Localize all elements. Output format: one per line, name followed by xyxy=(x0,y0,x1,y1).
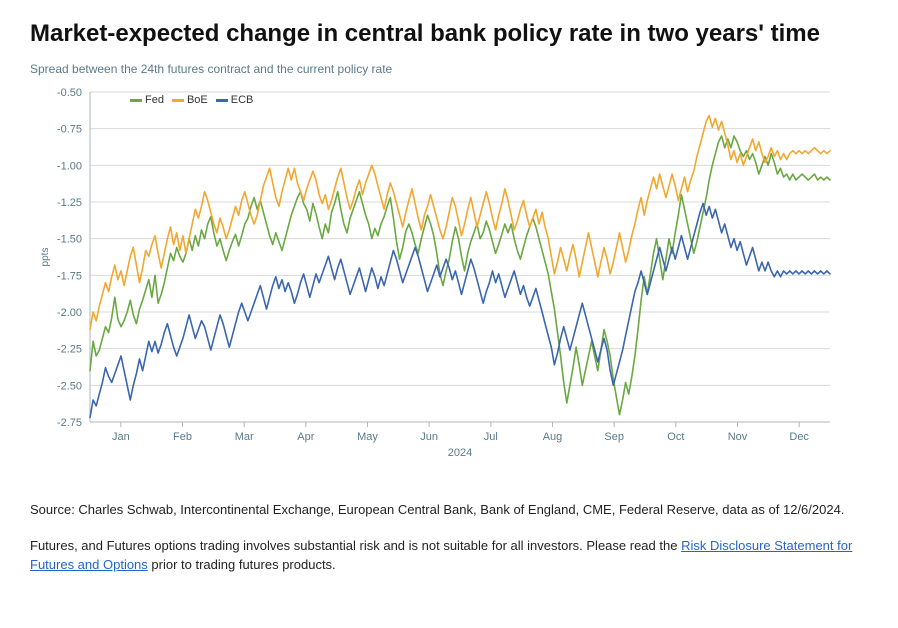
svg-text:-1.50: -1.50 xyxy=(57,234,82,246)
svg-text:Dec: Dec xyxy=(789,431,809,443)
svg-text:-2.50: -2.50 xyxy=(57,380,82,392)
legend-item: BoE xyxy=(172,94,208,106)
svg-text:-1.75: -1.75 xyxy=(57,270,82,282)
svg-text:-1.00: -1.00 xyxy=(57,160,82,172)
svg-text:Nov: Nov xyxy=(728,431,748,443)
svg-text:Sep: Sep xyxy=(604,431,624,443)
svg-text:-2.00: -2.00 xyxy=(57,307,82,319)
disclaimer-post: prior to trading futures products. xyxy=(148,557,336,572)
svg-text:Jun: Jun xyxy=(420,431,438,443)
legend-item: Fed xyxy=(130,94,164,106)
legend-swatch xyxy=(172,99,184,102)
legend-label: BoE xyxy=(187,94,208,106)
svg-text:2024: 2024 xyxy=(448,447,472,459)
svg-text:Apr: Apr xyxy=(297,431,314,443)
legend-swatch xyxy=(216,99,228,102)
svg-text:May: May xyxy=(357,431,378,443)
legend-item: ECB xyxy=(216,94,254,106)
legend-label: ECB xyxy=(231,94,254,106)
legend-label: Fed xyxy=(145,94,164,106)
page-title: Market-expected change in central bank p… xyxy=(30,20,868,48)
svg-text:Jan: Jan xyxy=(112,431,130,443)
svg-text:-0.75: -0.75 xyxy=(57,124,82,136)
chart-legend: Fed BoE ECB xyxy=(130,94,253,106)
svg-text:-2.75: -2.75 xyxy=(57,417,82,429)
svg-text:Oct: Oct xyxy=(667,431,684,443)
svg-text:-2.25: -2.25 xyxy=(57,344,82,356)
line-chart: Fed BoE ECB -2.75 -2.50 -2.25 -2.00 -1.75 -1.50… xyxy=(30,80,850,460)
svg-text:Mar: Mar xyxy=(235,431,254,443)
chart-subtitle: Spread between the 24th futures contract… xyxy=(30,62,868,76)
legend-swatch xyxy=(130,99,142,102)
svg-text:-1.25: -1.25 xyxy=(57,197,82,209)
disclaimer-text: Futures, and Futures options trading inv… xyxy=(30,536,868,575)
svg-text:-0.50: -0.50 xyxy=(57,87,82,99)
chart-svg: -2.75 -2.50 -2.25 -2.00 -1.75 -1.50 -1.25 -1.00… xyxy=(30,80,850,460)
svg-text:Aug: Aug xyxy=(543,431,563,443)
svg-text:Feb: Feb xyxy=(173,431,192,443)
disclaimer-pre: Futures, and Futures options trading inv… xyxy=(30,538,681,553)
svg-text:ppts: ppts xyxy=(40,248,51,267)
svg-text:Jul: Jul xyxy=(484,431,498,443)
source-text: Source: Charles Schwab, Intercontinental… xyxy=(30,500,868,520)
